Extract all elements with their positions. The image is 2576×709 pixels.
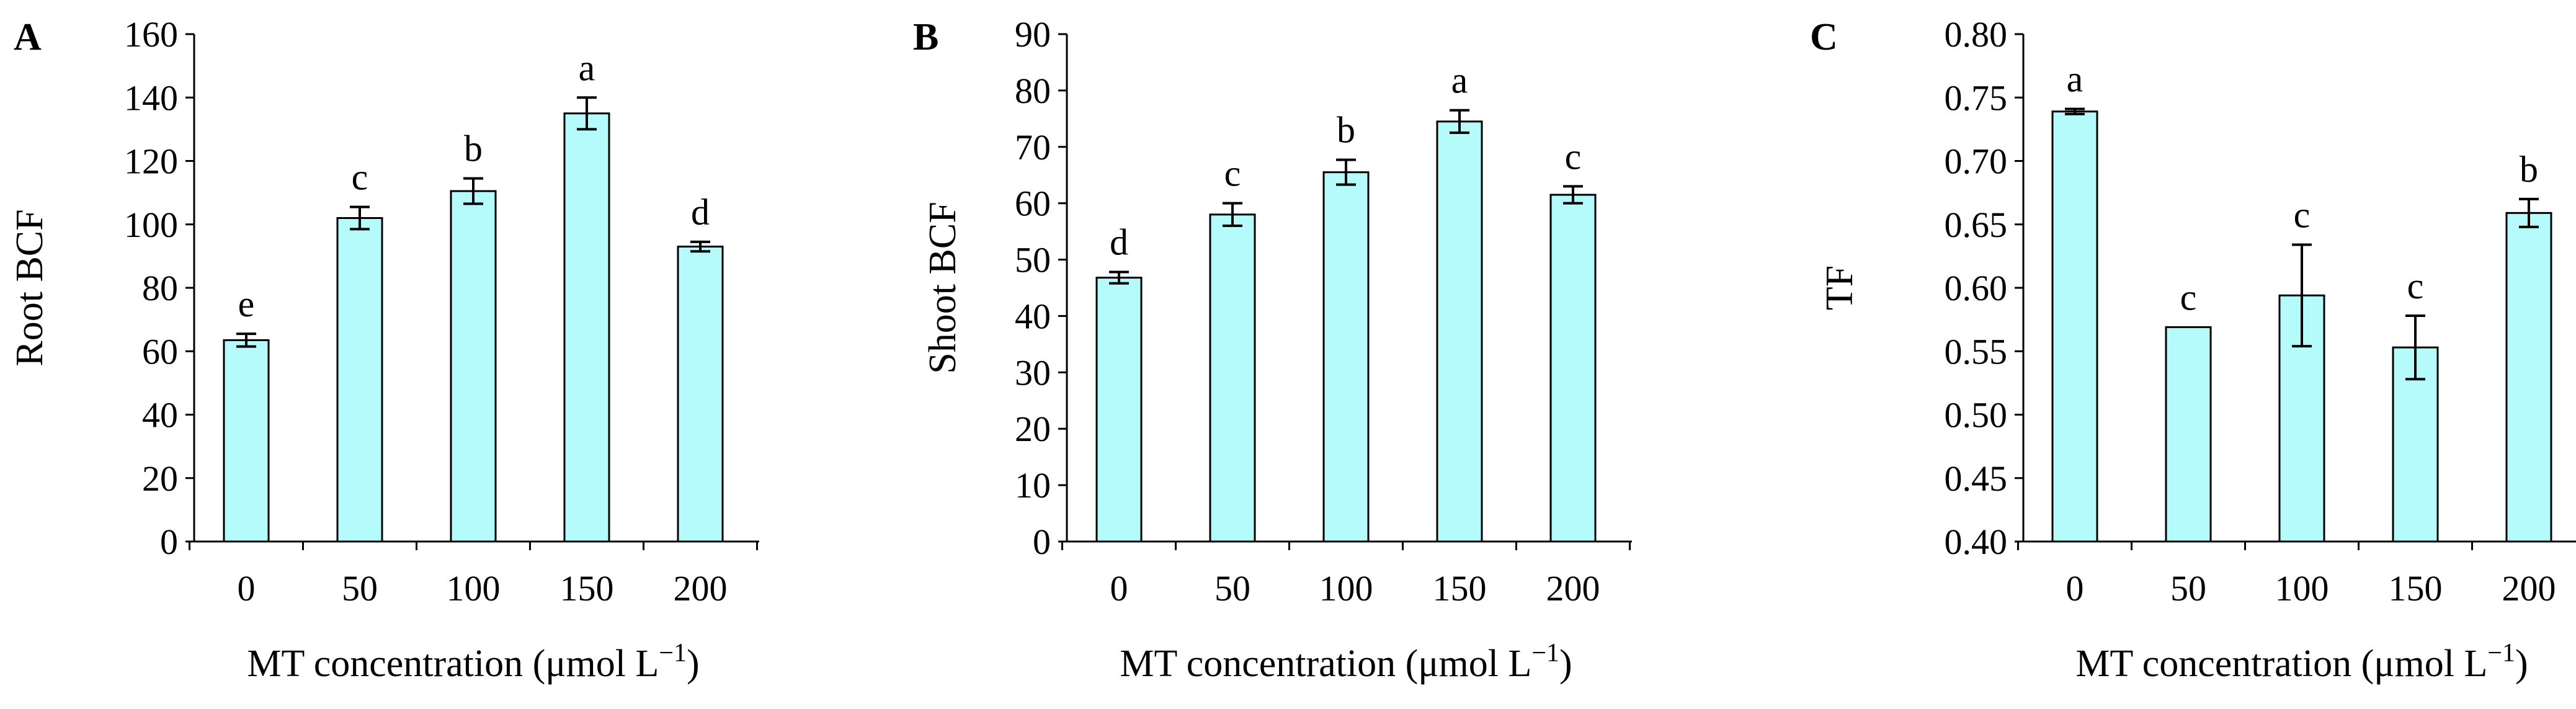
significance-letter: d: [1110, 222, 1128, 263]
y-tick-label: 0.45: [1945, 458, 2008, 499]
bar: [677, 246, 724, 543]
significance-letter: c: [1224, 153, 1241, 194]
x-tick-label: 200: [2502, 568, 2556, 609]
y-axis-label: TF: [1819, 265, 1861, 310]
y-tick-label: 90: [1015, 14, 1051, 55]
y-tick-label: 60: [142, 331, 178, 372]
x-tick-label: 100: [2275, 568, 2329, 609]
x-axis-label-main: MT concentration (μmol L: [2075, 643, 2487, 685]
y-tick-label: 0: [1033, 522, 1051, 562]
x-axis-label-close: ): [1559, 643, 1572, 685]
y-tick-label: 0: [160, 522, 178, 562]
significance-letter: a: [2067, 59, 2084, 100]
bar: [2165, 326, 2212, 543]
bar: [2392, 346, 2439, 543]
bar: [223, 339, 270, 543]
bar: [1436, 120, 1483, 543]
x-axis-label-close: ): [2515, 643, 2528, 685]
y-tick-label: 0.55: [1945, 331, 2008, 372]
x-tick-label: 150: [1433, 568, 1487, 609]
y-tick-label: 120: [124, 141, 178, 182]
significance-letter: c: [2407, 265, 2424, 306]
y-tick-label: 60: [1015, 184, 1051, 224]
y-tick-label: 0.65: [1945, 205, 2008, 245]
bar: [1322, 171, 1370, 543]
x-axis-label-main: MT concentration (μmol L: [1120, 643, 1531, 685]
y-tick-label: 10: [1015, 465, 1051, 506]
x-tick-label: 50: [2170, 568, 2206, 609]
panel-b: B 0 10 20 30 40 50 60 70 80 90 Shoot BCF d 0 c 50 b 100 a 1…: [913, 14, 1632, 685]
y-tick-label: 70: [1015, 127, 1051, 167]
significance-letter: a: [1451, 60, 1468, 101]
y-tick-label: 30: [1015, 352, 1051, 393]
panel-label: B: [913, 16, 938, 58]
y-axis-label: Shoot BCF: [922, 202, 964, 373]
y-tick-label: 0.70: [1945, 141, 2008, 182]
x-axis-label-superscript: −1: [659, 639, 687, 667]
bar: [336, 217, 383, 543]
significance-letter: c: [2294, 194, 2311, 235]
panel-c: C 0.40 0.45 0.50 0.55 0.60 0.65 0.70 0.75 0.80 TF a…: [1810, 14, 2576, 685]
panel-label: A: [14, 16, 42, 58]
significance-letter: d: [691, 192, 710, 233]
x-axis-label-main: MT concentration (μmol L: [247, 643, 659, 685]
x-tick-label: 150: [560, 568, 614, 609]
significance-letter: b: [464, 128, 483, 169]
x-tick-label: 150: [2389, 568, 2443, 609]
y-tick-label: 0.50: [1945, 395, 2008, 435]
x-tick-label: 100: [447, 568, 501, 609]
y-tick-label: 40: [142, 395, 178, 435]
y-tick-label: 80: [142, 268, 178, 308]
significance-letter: c: [1565, 136, 1582, 177]
y-tick-label: 0.75: [1945, 78, 2008, 118]
x-tick-label: 0: [238, 568, 256, 609]
x-tick-label: 0: [1110, 568, 1128, 609]
panel-a: A 0 20 40 60 80 100 120 140 160 Root BCF e 0 c 50 b 100 a…: [9, 14, 759, 685]
significance-letter: a: [579, 47, 595, 88]
y-tick-label: 50: [1015, 240, 1051, 280]
bar: [563, 112, 610, 543]
x-axis-label: MT concentration (μmol L−1): [1120, 639, 1572, 685]
significance-letter: b: [2520, 149, 2538, 190]
significance-letter: c: [352, 157, 368, 198]
y-tick-label: 20: [1015, 409, 1051, 449]
y-tick-label: 40: [1015, 296, 1051, 336]
x-tick-label: 50: [342, 568, 378, 609]
bar: [2051, 110, 2098, 543]
x-tick-label: 100: [1319, 568, 1373, 609]
x-tick-label: 50: [1214, 568, 1250, 609]
significance-letter: e: [238, 283, 255, 324]
bar: [1095, 277, 1143, 543]
y-tick-label: 100: [124, 205, 178, 245]
y-tick-label: 160: [124, 14, 178, 55]
bar: [1209, 213, 1256, 543]
y-tick-label: 0.40: [1945, 522, 2008, 562]
bar: [450, 190, 497, 543]
x-axis-label-close: ): [687, 643, 700, 685]
y-tick-label: 0.60: [1945, 268, 2008, 308]
x-axis-label-superscript: −1: [2487, 639, 2515, 667]
significance-letter: c: [2180, 277, 2197, 318]
x-tick-label: 200: [1546, 568, 1600, 609]
x-tick-label: 0: [2066, 568, 2084, 609]
y-tick-label: 80: [1015, 71, 1051, 111]
y-tick-label: 20: [142, 458, 178, 499]
x-axis-label: MT concentration (μmol L−1): [2075, 639, 2528, 685]
bar: [1549, 194, 1597, 543]
y-tick-label: 140: [124, 78, 178, 118]
bar: [2505, 212, 2552, 543]
significance-letter: b: [1337, 110, 1355, 151]
y-axis-label: Root BCF: [9, 209, 51, 366]
panel-label: C: [1810, 16, 1838, 58]
x-axis-label: MT concentration (μmol L−1): [247, 639, 699, 685]
x-axis-label-superscript: −1: [1531, 639, 1559, 667]
x-tick-label: 200: [674, 568, 728, 609]
y-tick-label: 0.80: [1945, 14, 2008, 55]
